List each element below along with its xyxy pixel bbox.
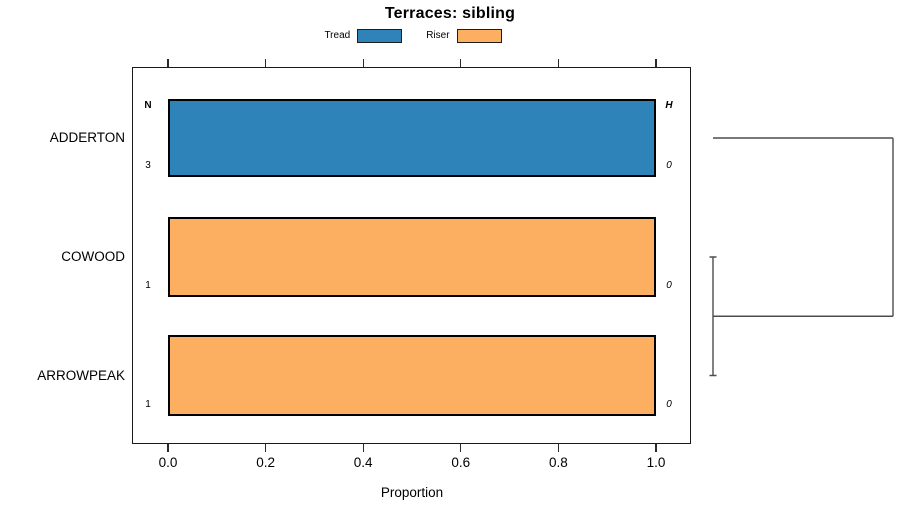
x-tick-label: 1.0	[646, 455, 666, 470]
bar-cowood-riser	[168, 217, 656, 297]
h-value-adderton: 0	[666, 160, 672, 171]
n-value-arrowpeak: 1	[145, 399, 151, 410]
x-tick-label: 0.8	[549, 455, 568, 470]
x-tick-bottom	[557, 444, 560, 452]
y-label-arrowpeak: ARROWPEAK	[37, 367, 125, 383]
n-value-adderton: 3	[145, 160, 151, 171]
x-tick-bottom	[362, 444, 364, 452]
h-column-header: H	[665, 100, 673, 111]
h-value-cowood: 0	[666, 280, 672, 291]
legend-label-tread: Tread	[324, 29, 351, 41]
x-tick-label: 0.6	[451, 455, 471, 470]
x-tick-bottom	[167, 444, 169, 452]
legend-item-riser: Riser	[426, 28, 502, 43]
x-tick-label: 0.4	[353, 455, 373, 470]
x-axis-title: Proportion	[380, 485, 444, 500]
bar-adderton-tread	[168, 99, 656, 177]
x-tick-top	[460, 59, 462, 67]
y-label-cowood: COWOOD	[61, 249, 125, 264]
legend-item-tread: Tread	[324, 28, 403, 43]
bar-arrowpeak-riser	[168, 335, 656, 416]
n-column-header: N	[144, 100, 152, 111]
legend-label-riser: Riser	[426, 29, 450, 41]
x-tick-top	[557, 59, 560, 67]
x-tick-top	[362, 59, 364, 67]
x-tick-top	[264, 59, 267, 67]
x-tick-bottom	[264, 444, 267, 452]
plot-area	[132, 67, 691, 444]
n-value-cowood: 1	[145, 280, 151, 291]
y-label-adderton: ADDERTON	[49, 130, 125, 145]
chart-title: Terraces: sibling	[384, 5, 516, 22]
dendrogram-path	[709, 137, 894, 377]
x-tick-bottom	[460, 444, 462, 452]
x-tick-top	[167, 59, 169, 67]
h-value-arrowpeak: 0	[666, 399, 672, 410]
x-tick-top	[655, 59, 657, 67]
legend: Tread Riser	[0, 28, 826, 43]
x-tick-label: 0.0	[158, 455, 178, 470]
legend-swatch-tread-icon	[357, 28, 403, 43]
legend-swatch-riser-icon	[456, 28, 502, 43]
x-tick-label: 0.2	[256, 455, 275, 470]
x-tick-bottom	[655, 444, 657, 452]
